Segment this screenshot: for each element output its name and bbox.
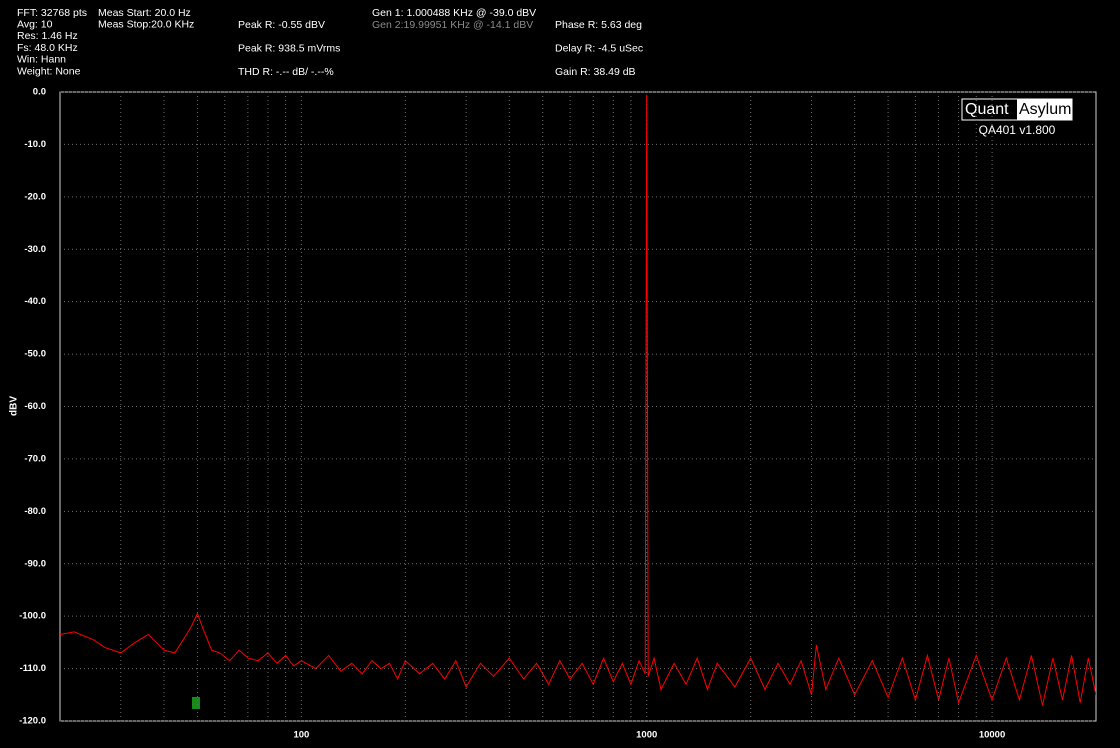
y-tick-label: -60.0 [24,401,46,412]
spectrum-line [60,94,1096,706]
info-text: Avg: 10 [17,18,53,30]
y-tick-label: -20.0 [24,191,46,202]
x-tick-label: 10000 [979,730,1005,741]
logo-fill [1017,99,1072,120]
info-text: Peak R: 938.5 mVrms [238,42,340,54]
y-tick-label: -110.0 [20,663,46,674]
y-tick-label: -70.0 [24,453,46,464]
logo: Quant Asylum QA401 v1.800 [961,98,1073,137]
info-text: THD R: -.-- dB/ -.--% [238,66,334,78]
info-text: Gen 1: 1.000488 KHz @ -39.0 dBV [372,7,536,19]
info-text: Meas Stop:20.0 KHz [98,18,194,30]
y-tick-label: -30.0 [24,244,46,255]
y-tick-label: -120.0 [19,716,46,727]
info-text: Res: 1.46 Hz [17,30,78,42]
info-text: Phase R: 5.63 deg [555,19,642,31]
x-tick-label: 1000 [636,730,657,741]
info-text: Fs: 48.0 KHz [17,42,78,54]
info-text: Gain R: 38.49 dB [555,66,636,78]
info-text: Weight: None [17,65,81,77]
y-tick-label: -10.0 [24,139,46,150]
grid [60,91,1096,722]
logo-right: Asylum [1019,101,1071,118]
trace-layer [60,94,1096,706]
y-tick-label: -40.0 [24,296,46,307]
info-text: Delay R: -4.5 uSec [555,42,643,54]
y-tick-label: -50.0 [24,349,46,360]
y-tick-label: -80.0 [24,506,46,517]
y-tick-label: -100.0 [19,611,46,622]
info-text: Meas Start: 20.0 Hz [98,7,191,19]
info-text: Peak R: -0.55 dBV [238,19,325,31]
y-tick-label: -90.0 [24,558,46,569]
info-text: FFT: 32768 pts [17,7,87,19]
logo-left: Quant [965,101,1009,118]
version: QA401 v1.800 [979,123,1056,137]
y-axis-label: dBV [9,396,20,416]
x-tick-label: 100 [293,730,309,741]
marker-flag [192,697,200,709]
info-text: Gen 2:19.99951 KHz @ -14.1 dBV [372,19,533,31]
info-text: Win: Hann [17,54,66,66]
y-tick-label: 0.0 [33,87,46,98]
